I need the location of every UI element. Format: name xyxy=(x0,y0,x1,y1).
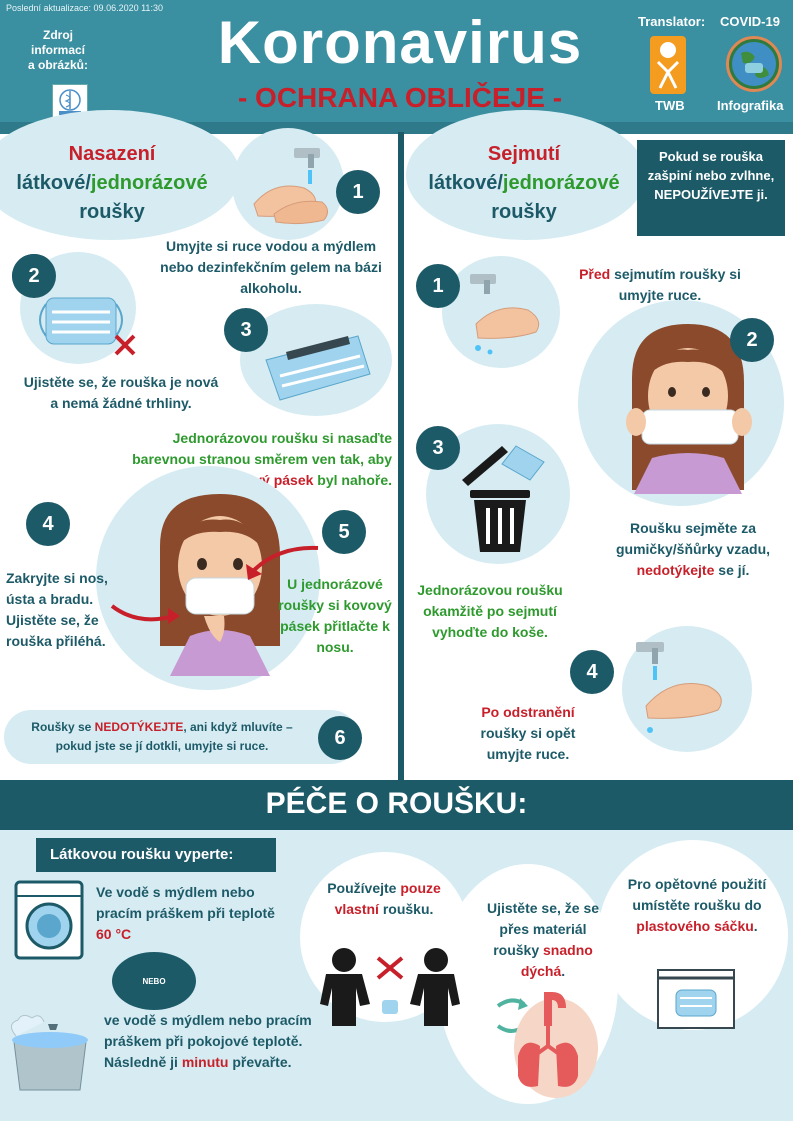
final-handwash-icon xyxy=(636,642,722,733)
page-subtitle: - OCHRANA OBLIČEJE - xyxy=(237,82,563,113)
translator-label: Translator: xyxy=(638,14,706,29)
new-mask-icon xyxy=(39,297,136,356)
own-mask-text: Používejte pouze vlastní roušku. xyxy=(324,878,444,920)
put-on-step4-text: Zakryjte si nos, ústa a bradu. Ujistěte … xyxy=(6,570,108,649)
heading-cloth: látkové/ xyxy=(16,172,91,194)
step6-text-b: , ani když mluvíte – pokud jste se jí do… xyxy=(55,720,293,753)
off-step2-dont-touch: nedotýkejte xyxy=(636,562,715,578)
right-heading-bubble xyxy=(406,110,646,240)
take-off-step4-text: Po odstranění roušky si opět umyjte ruce… xyxy=(470,702,586,765)
put-on-step2-text: Ujistěte se, že rouška je nová a nemá žá… xyxy=(23,374,219,411)
off-step1-before: Před xyxy=(579,266,611,282)
put-on-step3-number: 3 xyxy=(224,308,268,352)
wash-boil-text: ve vodě s mýdlem nebo pracím práškem při… xyxy=(104,1010,334,1073)
breathing-text: Ujistěte se, že se přes materiál roušky … xyxy=(476,898,610,982)
breathing-text-b: . xyxy=(561,963,566,979)
plastic-bag-highlight: plastového sáčku xyxy=(636,918,754,934)
lungs-icon xyxy=(496,992,598,1098)
heading-masks: roušky xyxy=(79,201,145,223)
wash-label-box: Látkovou roušku vyperte: xyxy=(36,838,276,872)
washing-machine-icon xyxy=(14,880,84,960)
woman-wearing-mask-icon xyxy=(160,494,280,676)
off-heading-cloth: látkové/ xyxy=(428,172,503,194)
off-step2-text-b: se jí. xyxy=(714,562,750,578)
woman-removing-mask-icon xyxy=(626,324,752,494)
put-on-step5-text: U jednorázové roušky si kovový pásek při… xyxy=(278,576,392,655)
take-off-step4-number: 4 xyxy=(570,650,614,694)
off-handwash-icon xyxy=(470,274,540,355)
own-mask-text-b: roušku. xyxy=(378,901,434,917)
off-step2-text-a: Roušku sejměte za gumičky/šňůrky vzadu, xyxy=(615,520,771,557)
wash-boil-text-a: ve vodě s mýdlem nebo pracím práškem při… xyxy=(104,1012,312,1070)
infografika-label: Infografika xyxy=(717,98,784,113)
plastic-bag-text-a: Pro opětovné použití umístěte roušku do xyxy=(627,876,767,913)
dirty-mask-warning: Pokud se rouška zašpiní nebo zvlhne, NEP… xyxy=(637,140,785,236)
plastic-bag-text-b: . xyxy=(753,918,758,934)
put-on-step4-number: 4 xyxy=(26,502,70,546)
step6-dont-touch: NEDOTÝKEJTE xyxy=(94,720,184,734)
off-step1-rest: sejmutím roušky si umyjte ruce. xyxy=(610,266,741,303)
direction-arrows-icon xyxy=(110,545,319,624)
infografika-globe-logo xyxy=(726,36,782,92)
heading-disposable: jednorázové xyxy=(90,172,208,194)
take-off-step2-number: 2 xyxy=(730,318,774,362)
left-heading-bubble xyxy=(0,110,240,240)
last-updated: Poslední aktualizace: 09.06.2020 11:30 xyxy=(6,3,163,13)
trash-bin-icon xyxy=(462,445,545,552)
off-heading-masks: roušky xyxy=(491,201,557,223)
source-label: Zdroj informací a obrázků: xyxy=(28,28,89,72)
or-badge: NEBO xyxy=(112,952,196,1010)
step3-text-b: byl nahoře. xyxy=(313,472,392,488)
own-mask-text-a: Používejte xyxy=(327,880,401,896)
putting-on-heading-part1: Nasazení xyxy=(68,143,156,165)
step6-text-a: Roušky se xyxy=(31,720,95,734)
covid-label: COVID-19 xyxy=(720,14,780,29)
globe-mask-icon xyxy=(732,42,776,86)
put-on-step6-text: Roušky se NEDOTÝKEJTE, ani když mluvíte … xyxy=(12,718,312,756)
disposable-mask-icon xyxy=(265,335,371,401)
putting-on-heading: Nasazení látkové/jednorázové roušky xyxy=(0,140,224,227)
put-on-step6-number: 6 xyxy=(318,716,362,760)
step6-banner xyxy=(4,710,358,764)
twb-figure-icon xyxy=(656,42,680,89)
plastic-bag-text: Pro opětovné použití umístěte roušku do … xyxy=(622,874,772,937)
taking-off-heading-part1: Sejmutí xyxy=(487,143,561,165)
off-heading-disposable: jednorázové xyxy=(502,172,620,194)
breathing-easy: snadno dýchá xyxy=(520,942,593,979)
twb-label: TWB xyxy=(655,98,685,113)
off-step4-after-removal: Po odstranění xyxy=(481,704,575,720)
wash-boil-minute: minutu xyxy=(181,1054,229,1070)
take-off-step1-text: Před sejmutím roušky si umyjte ruce. xyxy=(560,264,760,306)
step3-text-a: Jednorázovou roušku si nasaďte barevnou … xyxy=(132,430,392,467)
wash-hot-text-a: Ve vodě s mýdlem nebo pracím práškem při… xyxy=(96,884,275,921)
breathing-text-a: Ujistěte se, že se přes materiál roušky xyxy=(486,900,600,958)
mask-in-bag-icon xyxy=(657,969,735,1029)
put-on-step5-number: 5 xyxy=(322,510,366,554)
two-people-no-sharing-icon xyxy=(320,948,460,1026)
take-off-step3-number: 3 xyxy=(416,426,460,470)
wash-hot-temperature: 60 °C xyxy=(96,926,132,942)
care-section-bar xyxy=(0,780,793,830)
take-off-step2-text: Roušku sejměte za gumičky/šňůrky vzadu, … xyxy=(604,518,782,581)
take-off-step3-text: Jednorázovou roušku okamžitě po sejmutí … xyxy=(417,582,563,640)
put-on-step2-number-front: 2 xyxy=(12,254,56,298)
off-step4-rest: roušky si opět umyjte ruce. xyxy=(480,725,576,762)
boiling-pot-icon xyxy=(11,1014,88,1091)
care-section-title: PÉČE O ROUŠKU: xyxy=(265,787,528,820)
twb-logo xyxy=(650,36,686,94)
wash-hot-text: Ve vodě s mýdlem nebo pracím práškem při… xyxy=(96,882,286,945)
page-title: Koronavirus xyxy=(217,9,583,76)
take-off-step1-number: 1 xyxy=(416,264,460,308)
column-divider xyxy=(398,132,404,780)
put-on-step1-number: 1 xyxy=(336,170,380,214)
put-on-step1-text: Umyjte si ruce vodou a mýdlem nebo dezin… xyxy=(160,238,382,296)
handwash-icon xyxy=(253,148,328,225)
own-mask-only-yours: pouze vlastní xyxy=(334,880,441,917)
taking-off-heading: Sejmutí látkové/jednorázové roušky xyxy=(408,140,640,227)
wash-boil-text-b: převařte. xyxy=(228,1054,292,1070)
